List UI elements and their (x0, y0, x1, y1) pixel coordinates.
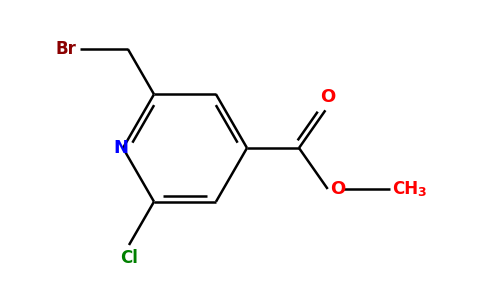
Text: O: O (320, 88, 335, 106)
Text: Br: Br (55, 40, 76, 58)
Text: 3: 3 (418, 187, 426, 200)
Text: Cl: Cl (120, 249, 138, 267)
Text: N: N (114, 139, 128, 157)
Text: CH: CH (392, 180, 418, 198)
Text: O: O (330, 180, 345, 198)
